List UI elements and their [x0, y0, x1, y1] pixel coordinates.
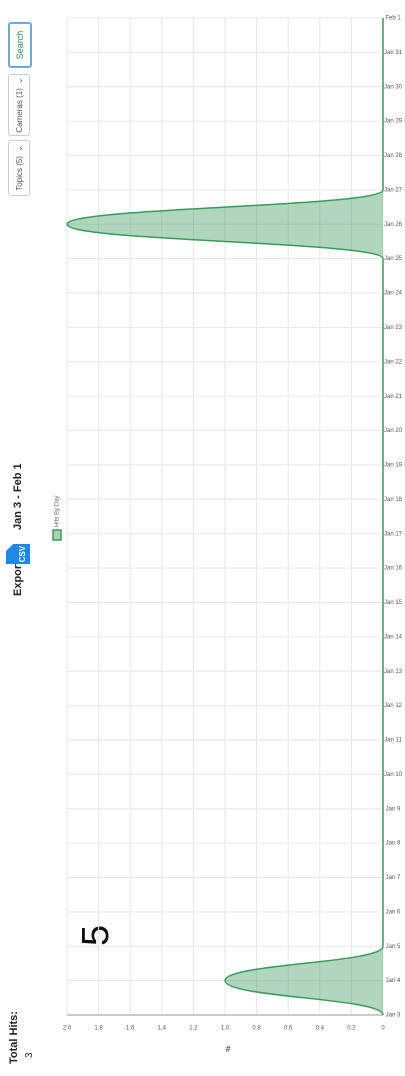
- x-tick-label: Jan 9: [386, 806, 401, 812]
- x-tick-label: Jan 11: [384, 738, 402, 744]
- y-axis-label: #: [225, 1044, 230, 1054]
- y-tick-label: 1.4: [158, 1026, 167, 1032]
- x-tick-label: Jan 29: [384, 119, 403, 125]
- y-tick-label: 0.6: [284, 1026, 293, 1032]
- export-label: Export: [12, 561, 24, 596]
- legend-label: Hits By Day: [55, 496, 61, 527]
- chevron: ⌄: [14, 145, 24, 153]
- total-hits: 3: [24, 1052, 35, 1058]
- x-tick-label: Jan 16: [384, 566, 403, 572]
- area: [67, 18, 383, 1015]
- x-tick-label: Jan 20: [384, 428, 403, 434]
- x-tick-label: Jan 13: [384, 669, 403, 675]
- x-tick-label: Jan 19: [384, 463, 403, 469]
- y-tick-label: 1.0: [221, 1026, 230, 1032]
- cameras-dropdown[interactable]: Cameras (1) ⌄: [8, 74, 30, 136]
- y-tick-label: 1.6: [126, 1026, 135, 1032]
- total-hits-label: Total Hits:: [8, 1011, 20, 1064]
- date-range: Jan 3 - Feb 1: [12, 463, 24, 530]
- x-tick-label: Jan 8: [386, 841, 401, 847]
- topics-label: Topics (5): [14, 156, 24, 191]
- x-tick-label: Jan 18: [384, 497, 403, 503]
- y-tick-label: 2.0: [63, 1026, 72, 1032]
- x-tick-label: Feb 1: [385, 16, 401, 22]
- x-tick-label: Jan 12: [384, 703, 403, 709]
- y-tick-label: 1.8: [94, 1026, 103, 1032]
- x-tick-label: Jan 15: [384, 600, 403, 606]
- y-tick-label: 0: [381, 1026, 385, 1032]
- x-tick-label: Jan 5: [386, 944, 401, 950]
- x-tick-label: Jan 25: [384, 256, 403, 262]
- y-tick-label: 0.4: [316, 1026, 325, 1032]
- y-tick-label: 0.8: [252, 1026, 261, 1032]
- x-tick-label: Jan 28: [384, 153, 403, 159]
- cameras-label: Cameras (1): [14, 88, 24, 133]
- chevron: ⌄: [14, 77, 24, 85]
- line: [66, 18, 384, 1016]
- x-tick-label: Jan 6: [386, 909, 401, 915]
- legend-swatch: [52, 529, 62, 541]
- x-tick-label: Jan 27: [384, 187, 403, 193]
- x-tick-label: Jan 7: [386, 875, 401, 881]
- y-tick-label: 1.2: [189, 1026, 198, 1032]
- x-tick-label: Jan 26: [384, 222, 403, 228]
- x-tick-label: Jan 30: [384, 84, 403, 90]
- topics-dropdown[interactable]: Topics (5) ⌄: [8, 140, 30, 196]
- x-tick-label: Jan 17: [384, 531, 403, 537]
- x-tick-label: Jan 21: [384, 394, 403, 400]
- x-tick-label: Jan 3: [386, 1013, 401, 1019]
- x-tick-label: Jan 4: [386, 978, 401, 984]
- x-tick-label: Jan 31: [384, 50, 403, 56]
- x-tick-label: Jan 22: [384, 359, 403, 365]
- y-tick-label: 0.2: [347, 1026, 356, 1032]
- x-tick-label: Jan 23: [384, 325, 403, 331]
- x-tick-label: Jan 24: [384, 291, 403, 297]
- annotation: 5: [75, 925, 117, 946]
- x-tick-label: Jan 10: [384, 772, 403, 778]
- x-tick-label: Jan 14: [384, 634, 403, 640]
- search-button[interactable]: Search: [8, 22, 32, 68]
